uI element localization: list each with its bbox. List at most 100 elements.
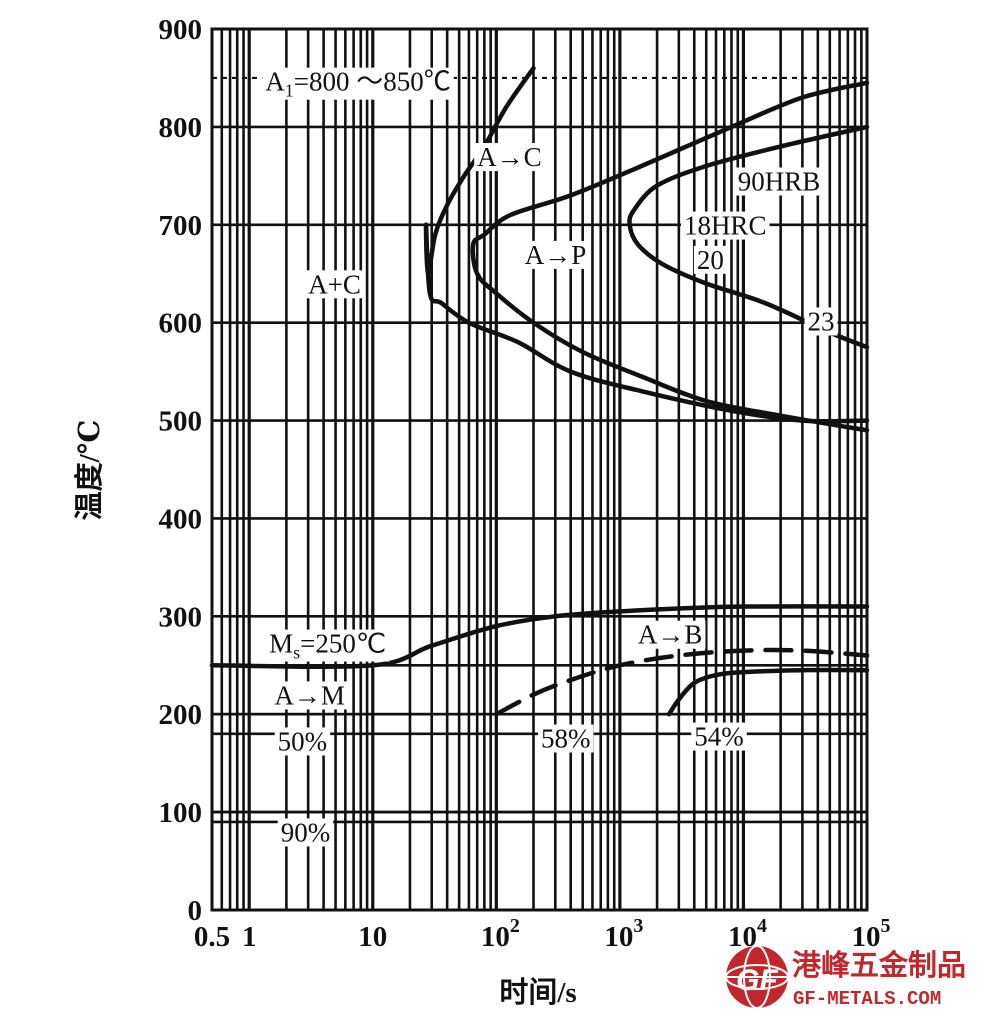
watermark: GF 港峰五金制品 GF-METALS.COM — [725, 945, 966, 1010]
x-tick-exponent: 5 — [881, 915, 891, 937]
annotation-label: 54% — [694, 722, 744, 752]
grid — [210, 27, 867, 912]
watermark-en: GF-METALS.COM — [793, 988, 941, 1010]
x-tick-base: 10 — [604, 921, 633, 953]
annotation-text: 50% — [278, 726, 328, 756]
annotation: 90HRB — [734, 167, 824, 197]
annotation-label: 18HRC — [684, 211, 767, 241]
annotation-suffix: =250℃ — [300, 629, 386, 659]
y-tick-label: 200 — [159, 699, 203, 731]
annotation: Ms=250℃ — [266, 629, 390, 663]
annotation: 90% — [277, 817, 334, 847]
globe-logo-icon: GF — [725, 945, 789, 1009]
annotation-text: 23 — [808, 306, 835, 336]
annotation-label: 58% — [541, 724, 591, 754]
annotation: A+C — [305, 269, 364, 299]
annotation-text: A→P — [525, 240, 587, 270]
plot-frame — [210, 27, 869, 912]
annotation-text: 90HRB — [738, 167, 821, 197]
y-tick-label: 300 — [159, 601, 203, 633]
x-tick-label: 103 — [604, 915, 643, 953]
annotation-label: 20 — [697, 245, 724, 275]
x-tick-label: 0.5 — [194, 921, 230, 953]
x-tick-label: 102 — [481, 915, 520, 953]
annotation-bg — [262, 67, 454, 100]
annotation: 20 — [693, 245, 727, 275]
annotation-subscript: 1 — [285, 81, 294, 101]
y-axis-label: 温度/℃ — [73, 420, 106, 521]
annotation-bg — [277, 818, 334, 847]
annotation-label: A→C — [477, 142, 542, 172]
y-tick-label: 900 — [159, 14, 203, 46]
annotation-text: 18HRC — [684, 211, 767, 241]
x-tick-label: 10 — [358, 921, 387, 953]
annotation-text: 58% — [541, 724, 591, 754]
curves — [209, 65, 870, 717]
annotation-text: A→M — [274, 680, 345, 710]
annotation-bg — [538, 724, 594, 753]
annotation-bg — [274, 727, 331, 756]
annotation-label: A→P — [525, 240, 587, 270]
curve — [423, 65, 870, 424]
x-tick-label: 1 — [242, 921, 257, 953]
annotation: 54% — [691, 722, 747, 752]
annotations: A1=800 ～850℃ A→C A+C A→P 90HRB 18HRC 20 23 Ms=25… — [262, 67, 838, 847]
annotation-bg — [693, 245, 727, 274]
annotation: A→P — [521, 240, 590, 270]
annotation-text: 20 — [697, 245, 724, 275]
annotation-text: A→B — [638, 620, 703, 650]
annotation-text: M — [269, 629, 293, 659]
annotation-label: 23 — [808, 306, 835, 336]
annotation-bg — [474, 143, 545, 172]
curve — [209, 604, 870, 669]
curve — [627, 124, 870, 350]
x-axis-label: 时间/s — [499, 976, 576, 1009]
annotation-text: 90% — [281, 817, 331, 847]
annotation: 18HRC — [680, 211, 770, 241]
annotation: A→B — [634, 620, 706, 650]
annotation-bg — [680, 211, 770, 240]
annotation-bg — [691, 722, 747, 751]
watermark-cn: 港峰五金制品 — [792, 948, 966, 982]
annotation: A→M — [271, 680, 348, 710]
annotation: 58% — [538, 724, 594, 754]
x-tick-base: 10 — [852, 921, 881, 953]
annotation-label: A→M — [274, 680, 345, 710]
annotation-bg — [804, 307, 838, 336]
annotation-bg — [634, 620, 706, 649]
y-tick-label: 600 — [159, 308, 203, 340]
x-tick-exponent: 2 — [510, 915, 520, 937]
y-tick-label: 500 — [159, 406, 203, 438]
annotation-subscript: s — [293, 643, 300, 663]
annotation-label: 90% — [281, 817, 331, 847]
annotation: 50% — [274, 726, 331, 756]
y-tick-label: 700 — [159, 210, 203, 242]
x-tick-label: 105 — [852, 915, 891, 953]
y-tick-label: 800 — [159, 112, 203, 144]
annotation-label: 50% — [278, 726, 328, 756]
y-tick-label: 100 — [159, 797, 203, 829]
annotation-bg — [271, 681, 348, 710]
x-tick-base: 10 — [481, 921, 510, 953]
annotation: 23 — [804, 306, 838, 336]
annotation-label: A→B — [638, 620, 703, 650]
annotation-bg — [734, 167, 824, 196]
y-tick-label: 400 — [159, 503, 203, 535]
annotation-text: 54% — [694, 722, 744, 752]
annotation-label: Ms=250℃ — [269, 629, 386, 663]
y-tick-labels: 0 100 200 300 400 500 600 700 800 900 — [159, 14, 203, 927]
annotation-text: A→C — [477, 142, 542, 172]
x-tick-labels: 0.5 1 10 102 103 104 105 — [194, 915, 891, 953]
annotation-text: A+C — [308, 269, 361, 299]
y-tick-label: 0 — [188, 895, 203, 927]
annotation-text: A — [265, 67, 285, 97]
curve — [470, 80, 870, 433]
annotation: A→C — [474, 142, 545, 172]
annotation-bg — [266, 629, 390, 662]
annotation-label: 90HRB — [738, 167, 821, 197]
annotation-bg — [305, 270, 364, 299]
annotation-suffix: =800 ～850℃ — [294, 67, 451, 97]
x-tick-exponent: 3 — [633, 915, 643, 937]
annotation-bg — [521, 240, 590, 269]
